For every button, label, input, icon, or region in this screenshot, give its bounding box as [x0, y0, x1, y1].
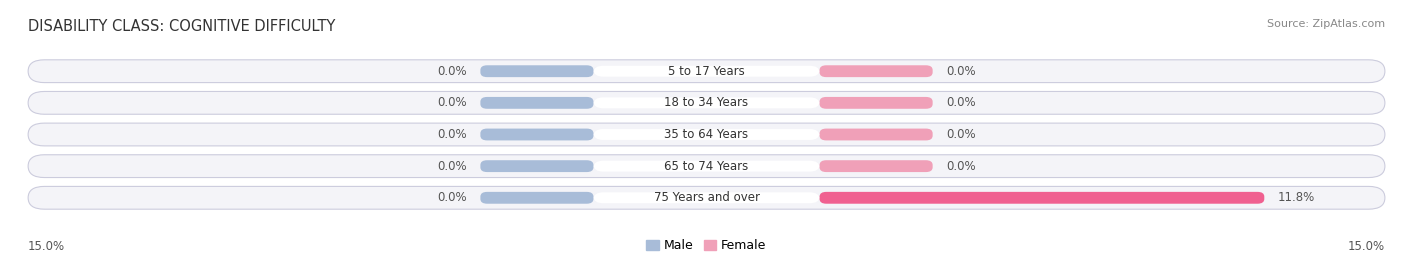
FancyBboxPatch shape	[820, 160, 932, 172]
FancyBboxPatch shape	[28, 123, 1385, 146]
Text: 0.0%: 0.0%	[946, 96, 976, 109]
FancyBboxPatch shape	[593, 66, 820, 77]
FancyBboxPatch shape	[593, 192, 820, 203]
Text: 0.0%: 0.0%	[946, 128, 976, 141]
FancyBboxPatch shape	[481, 129, 593, 140]
FancyBboxPatch shape	[593, 129, 820, 140]
FancyBboxPatch shape	[28, 60, 1385, 83]
Text: 0.0%: 0.0%	[946, 160, 976, 173]
FancyBboxPatch shape	[820, 65, 932, 77]
Text: 5 to 17 Years: 5 to 17 Years	[668, 65, 745, 78]
Text: 0.0%: 0.0%	[946, 65, 976, 78]
FancyBboxPatch shape	[28, 155, 1385, 178]
FancyBboxPatch shape	[481, 97, 593, 109]
FancyBboxPatch shape	[593, 97, 820, 108]
Text: 18 to 34 Years: 18 to 34 Years	[665, 96, 748, 109]
FancyBboxPatch shape	[28, 186, 1385, 209]
Text: 65 to 74 Years: 65 to 74 Years	[665, 160, 748, 173]
FancyBboxPatch shape	[481, 160, 593, 172]
FancyBboxPatch shape	[481, 65, 593, 77]
FancyBboxPatch shape	[820, 129, 932, 140]
Text: 0.0%: 0.0%	[437, 65, 467, 78]
Text: 0.0%: 0.0%	[437, 96, 467, 109]
Legend: Male, Female: Male, Female	[647, 239, 766, 252]
Text: 0.0%: 0.0%	[437, 191, 467, 204]
FancyBboxPatch shape	[28, 91, 1385, 114]
FancyBboxPatch shape	[820, 97, 932, 109]
Text: Source: ZipAtlas.com: Source: ZipAtlas.com	[1267, 19, 1385, 29]
Text: 0.0%: 0.0%	[437, 160, 467, 173]
FancyBboxPatch shape	[593, 161, 820, 172]
Text: 35 to 64 Years: 35 to 64 Years	[665, 128, 748, 141]
Text: 15.0%: 15.0%	[1348, 240, 1385, 253]
FancyBboxPatch shape	[820, 192, 1264, 204]
Text: 0.0%: 0.0%	[437, 128, 467, 141]
Text: 15.0%: 15.0%	[28, 240, 65, 253]
FancyBboxPatch shape	[481, 192, 593, 204]
Text: DISABILITY CLASS: COGNITIVE DIFFICULTY: DISABILITY CLASS: COGNITIVE DIFFICULTY	[28, 19, 336, 34]
Text: 11.8%: 11.8%	[1278, 191, 1315, 204]
Text: 75 Years and over: 75 Years and over	[654, 191, 759, 204]
